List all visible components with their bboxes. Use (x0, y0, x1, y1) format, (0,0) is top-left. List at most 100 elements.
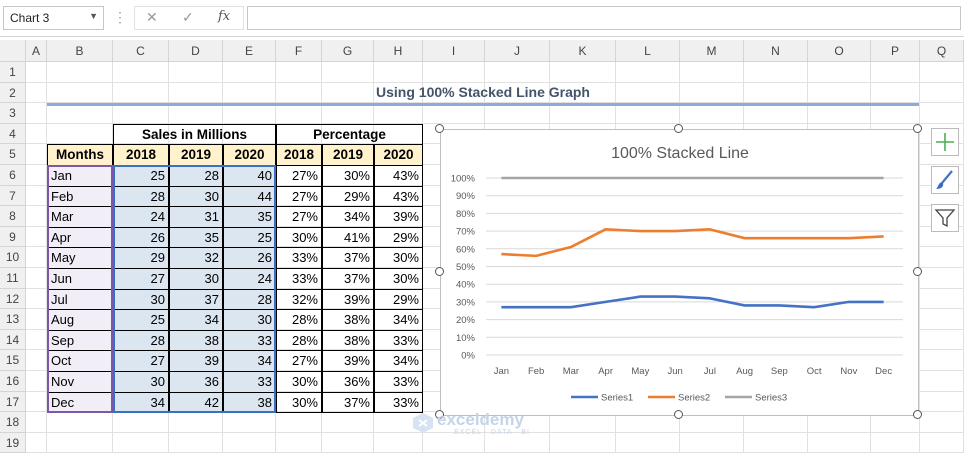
value-cell[interactable]: 26 (223, 247, 276, 269)
row-header-12[interactable]: 12 (0, 288, 26, 310)
resize-handle[interactable] (435, 267, 444, 276)
column-header-H[interactable]: H (374, 40, 423, 62)
insert-function-icon[interactable]: fx (218, 9, 231, 24)
chart[interactable]: 100% Stacked Line 0% 10% 20% 30% 40% 50% 60% 70%… (440, 129, 919, 416)
value-cell[interactable]: 37% (322, 391, 374, 414)
value-cell[interactable]: 30% (276, 371, 322, 393)
column-header-I[interactable]: I (423, 40, 485, 62)
months-header[interactable]: Months (47, 144, 113, 166)
chevron-down-icon[interactable]: ▼ (89, 11, 98, 21)
value-cell[interactable]: 27% (276, 350, 322, 372)
value-cell[interactable]: 39% (322, 350, 374, 372)
value-cell[interactable]: 30% (374, 268, 423, 290)
formula-input[interactable] (247, 6, 961, 30)
resize-handle[interactable] (435, 410, 444, 419)
value-cell[interactable]: 33% (374, 391, 423, 414)
value-cell[interactable]: 42 (169, 391, 223, 414)
year-header-0[interactable]: 2018 (113, 144, 169, 166)
value-cell[interactable]: 38% (322, 309, 374, 331)
row-header-7[interactable]: 7 (0, 185, 26, 207)
value-cell[interactable]: 33 (223, 371, 276, 393)
row-header-3[interactable]: 3 (0, 103, 26, 124)
row-header-1[interactable]: 1 (0, 62, 26, 83)
value-cell[interactable]: 24 (223, 268, 276, 290)
row-header-19[interactable]: 19 (0, 432, 26, 453)
row-header-8[interactable]: 8 (0, 206, 26, 227)
row-header-9[interactable]: 9 (0, 226, 26, 248)
select-all-corner[interactable] (0, 40, 26, 62)
value-cell[interactable]: 39% (374, 206, 423, 228)
year-header-1[interactable]: 2019 (169, 144, 223, 166)
column-header-P[interactable]: P (871, 40, 920, 62)
column-header-N[interactable]: N (744, 40, 808, 62)
row-header-2[interactable]: 2 (0, 82, 26, 104)
value-cell[interactable]: 30% (276, 226, 322, 249)
row-header-15[interactable]: 15 (0, 350, 26, 371)
value-cell[interactable]: 28% (276, 309, 322, 331)
column-header-G[interactable]: G (322, 40, 374, 62)
value-cell[interactable]: 33% (374, 371, 423, 393)
value-cell[interactable]: 36% (322, 371, 374, 393)
value-cell[interactable]: 34 (223, 350, 276, 372)
column-header-E[interactable]: E (223, 40, 276, 62)
column-header-O[interactable]: O (808, 40, 871, 62)
value-cell[interactable]: 41% (322, 226, 374, 249)
sales-group-header[interactable]: Sales in Millions (113, 123, 276, 146)
resize-handle[interactable] (913, 124, 922, 133)
row-header-6[interactable]: 6 (0, 165, 26, 186)
row-header-17[interactable]: 17 (0, 391, 26, 413)
row-header-16[interactable]: 16 (0, 371, 26, 392)
value-cell[interactable]: 30% (276, 391, 322, 414)
value-cell[interactable]: 39% (322, 288, 374, 311)
value-cell[interactable]: 30 (113, 288, 169, 311)
value-cell[interactable]: 37% (322, 268, 374, 290)
row-header-11[interactable]: 11 (0, 268, 26, 289)
value-cell[interactable]: 34% (374, 309, 423, 331)
resize-handle[interactable] (913, 410, 922, 419)
value-cell[interactable]: 43% (374, 185, 423, 208)
value-cell[interactable]: 32% (276, 288, 322, 311)
chart-styles-button[interactable] (931, 166, 959, 194)
value-cell[interactable]: 27% (276, 206, 322, 228)
month-cell[interactable]: Jul (47, 288, 113, 311)
cancel-icon[interactable]: ✕ (146, 9, 158, 25)
column-header-A[interactable]: A (26, 40, 47, 62)
value-cell[interactable]: 37 (169, 288, 223, 311)
row-header-5[interactable]: 5 (0, 144, 26, 165)
chart-elements-button[interactable] (931, 128, 959, 156)
resize-handle[interactable] (913, 267, 922, 276)
column-header-L[interactable]: L (616, 40, 680, 62)
value-cell[interactable]: 27% (276, 165, 322, 187)
resize-handle[interactable] (674, 410, 683, 419)
row-header-18[interactable]: 18 (0, 412, 26, 433)
value-cell[interactable]: 29% (322, 185, 374, 208)
year-header-2[interactable]: 2020 (223, 144, 276, 166)
enter-icon[interactable]: ✓ (182, 9, 194, 25)
column-header-K[interactable]: K (550, 40, 616, 62)
value-cell[interactable]: 29% (374, 288, 423, 311)
name-box[interactable]: Chart 3 ▼ (3, 6, 104, 30)
value-cell[interactable]: 28% (276, 329, 322, 352)
row-header-13[interactable]: 13 (0, 309, 26, 330)
column-header-B[interactable]: B (47, 40, 113, 62)
value-cell[interactable]: 33% (276, 247, 322, 269)
value-cell[interactable]: 30% (374, 247, 423, 269)
column-header-Q[interactable]: Q (920, 40, 964, 62)
row-header-10[interactable]: 10 (0, 247, 26, 268)
row-header-14[interactable]: 14 (0, 329, 26, 351)
year-header-5[interactable]: 2020 (374, 144, 423, 166)
row-header-4[interactable]: 4 (0, 123, 26, 145)
value-cell[interactable]: 39 (169, 350, 223, 372)
column-header-F[interactable]: F (276, 40, 322, 62)
value-cell[interactable]: 34 (169, 309, 223, 331)
value-cell[interactable]: 38% (322, 329, 374, 352)
value-cell[interactable]: 34% (322, 206, 374, 228)
value-cell[interactable]: 33% (276, 268, 322, 290)
value-cell[interactable]: 33% (374, 329, 423, 352)
value-cell[interactable]: 43% (374, 165, 423, 187)
value-cell[interactable]: 29% (374, 226, 423, 249)
year-header-3[interactable]: 2018 (276, 144, 322, 166)
year-header-4[interactable]: 2019 (322, 144, 374, 166)
resize-handle[interactable] (435, 124, 444, 133)
value-cell[interactable]: 34% (374, 350, 423, 372)
